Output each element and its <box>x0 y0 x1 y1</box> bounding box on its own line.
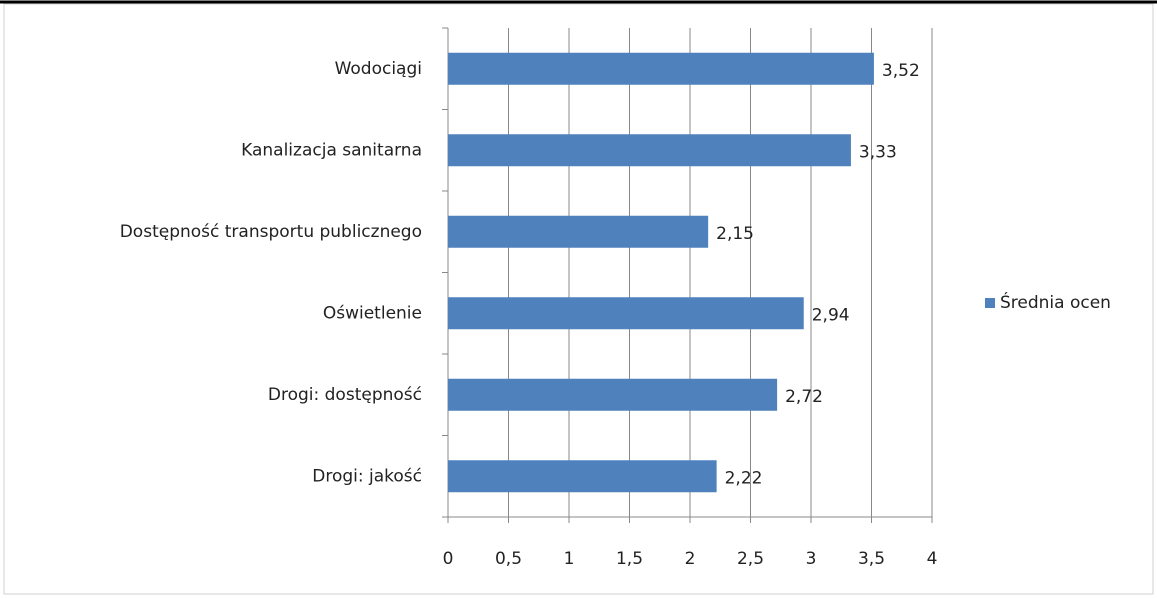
legend-swatch <box>985 298 995 308</box>
x-tick-label: 4 <box>927 549 938 569</box>
y-tick-label: Drogi: jakość <box>312 466 422 486</box>
x-tick-label: 1 <box>564 549 575 569</box>
y-tick-label: Drogi: dostępność <box>268 385 422 405</box>
y-tick-label: Oświetlenie <box>323 303 422 323</box>
x-tick-label: 3,5 <box>858 549 885 569</box>
data-label: 3,33 <box>859 142 897 162</box>
bar <box>448 378 778 411</box>
x-tick-label: 1,5 <box>616 549 643 569</box>
bar <box>448 134 851 167</box>
x-tick-label: 2,5 <box>737 549 764 569</box>
data-label: 2,94 <box>812 305 850 325</box>
bar <box>448 52 874 85</box>
bar <box>448 460 717 493</box>
data-label: 3,52 <box>882 61 920 81</box>
x-tick-label: 0,5 <box>495 549 522 569</box>
x-tick-label: 2 <box>685 549 696 569</box>
bar <box>448 215 709 248</box>
x-tick-label: 3 <box>806 549 817 569</box>
legend-label: Średnia ocen <box>1000 291 1111 313</box>
y-tick-label: Kanalizacja sanitarna <box>241 140 422 160</box>
y-tick-label: Wodociągi <box>335 59 422 79</box>
data-label: 2,72 <box>785 387 823 407</box>
data-label: 2,15 <box>716 224 754 244</box>
x-tick-label: 0 <box>443 549 454 569</box>
y-tick-label: Dostępność transportu publicznego <box>120 222 422 242</box>
bar <box>448 297 804 330</box>
data-label: 2,22 <box>725 468 763 488</box>
